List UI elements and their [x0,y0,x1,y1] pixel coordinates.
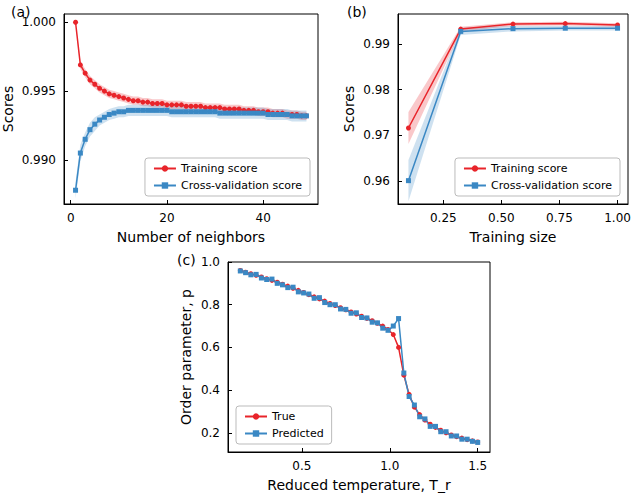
svg-text:Cross-validation score: Cross-validation score [491,179,612,192]
svg-text:0.8: 0.8 [201,298,220,312]
svg-text:0: 0 [67,211,75,225]
svg-text:(a): (a) [11,4,31,20]
svg-text:True: True [271,410,296,423]
svg-text:Training score: Training score [490,162,568,175]
svg-text:0.4: 0.4 [201,383,220,397]
svg-text:Cross-validation score: Cross-validation score [181,179,302,192]
svg-text:20: 20 [159,211,174,225]
svg-text:Training score: Training score [180,162,258,175]
svg-text:Predicted: Predicted [272,427,324,440]
svg-text:Reduced temperature, T_r: Reduced temperature, T_r [267,477,451,493]
svg-text:0.25: 0.25 [430,211,457,225]
svg-text:1.5: 1.5 [468,459,487,473]
svg-text:1.000: 1.000 [21,15,56,30]
svg-text:(b): (b) [347,4,367,20]
svg-text:(c): (c) [177,252,196,268]
svg-text:0.2: 0.2 [201,426,220,440]
svg-text:1.0: 1.0 [201,255,220,269]
svg-text:0.75: 0.75 [546,211,573,225]
svg-text:40: 40 [256,211,271,225]
svg-text:0.99: 0.99 [363,37,390,51]
svg-text:0.98: 0.98 [363,83,390,97]
svg-text:Scores: Scores [341,86,357,133]
svg-text:Scores: Scores [0,86,16,133]
svg-text:0.990: 0.990 [22,153,56,167]
svg-text:0.50: 0.50 [488,211,515,225]
svg-text:0.97: 0.97 [363,128,390,142]
svg-text:1.00: 1.00 [604,211,631,225]
svg-text:0.96: 0.96 [363,174,390,188]
svg-text:0.995: 0.995 [22,84,56,98]
svg-text:Number of neighbors: Number of neighbors [117,229,265,245]
svg-text:0.6: 0.6 [201,340,220,354]
svg-text:Training size: Training size [469,229,557,245]
svg-text:Order parameter, p: Order parameter, p [178,289,194,425]
svg-text:1.0: 1.0 [380,459,399,473]
svg-text:0.5: 0.5 [292,459,311,473]
